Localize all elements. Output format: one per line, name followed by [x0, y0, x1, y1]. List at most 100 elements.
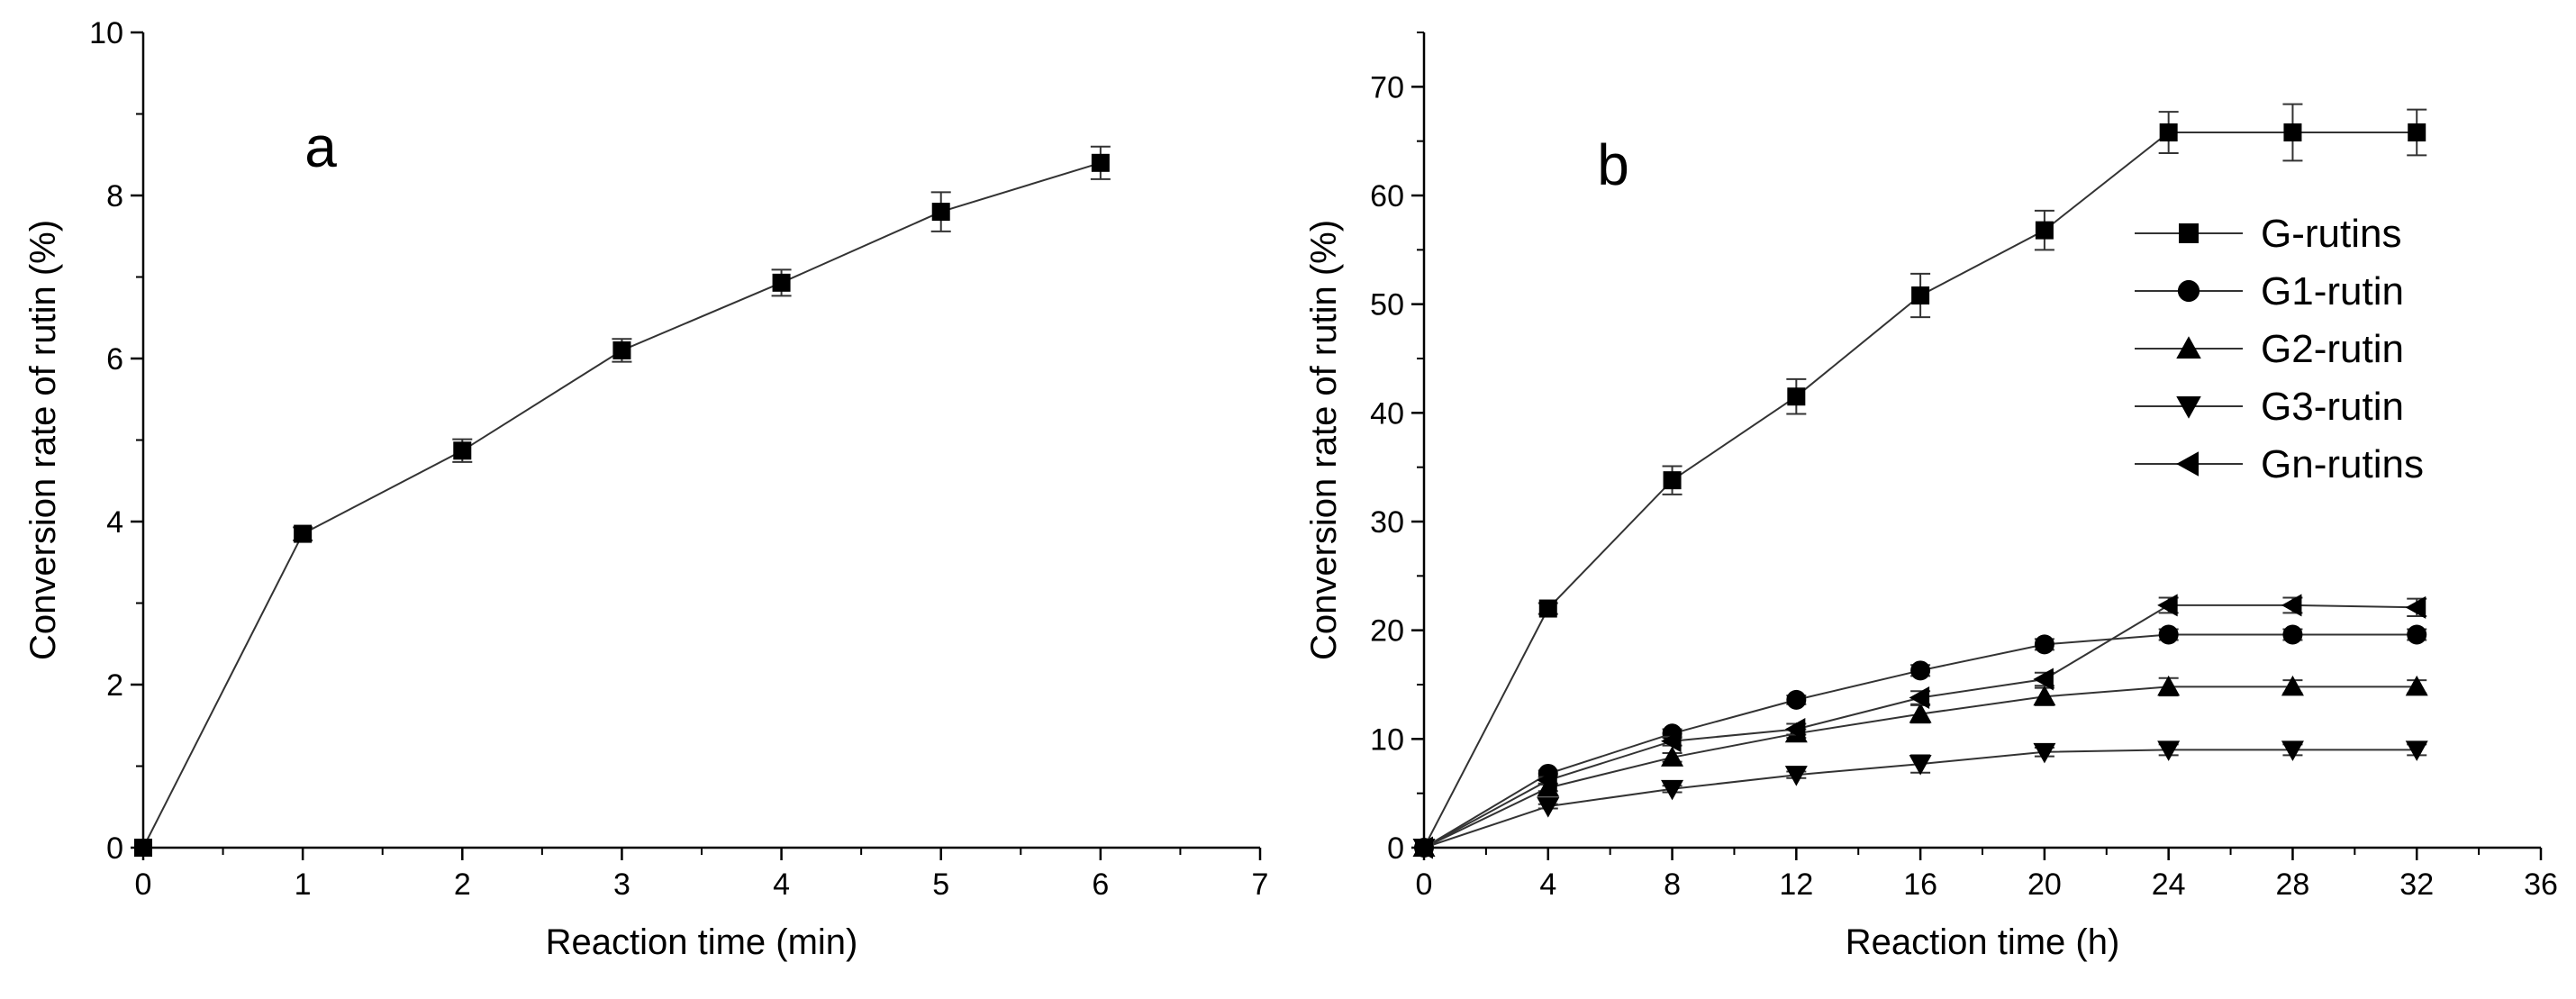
panel-b-y-tick-label-0: 0	[1387, 831, 1404, 866]
panel-b-series-g-rutins-point-7	[2283, 123, 2302, 142]
panel-b-y-tick-label-50: 50	[1370, 288, 1404, 322]
panel-a-x-tick-label-1: 1	[295, 867, 312, 902]
panel-a-x-tick-label-2: 2	[454, 867, 471, 902]
panel-b-series-g2-rutin-point-7	[2281, 675, 2304, 696]
legend-item-g3-rutin: G3-rutin	[2135, 385, 2404, 429]
panel-b-x-tick-label-0: 0	[1416, 867, 1433, 902]
panel-b-series-g-rutins-point-6	[2159, 123, 2178, 142]
panel-a-series-conversion	[134, 145, 1111, 857]
panel-b-series-g2-rutin-point-2	[1661, 746, 1684, 767]
panel-a-x-tick-label-3: 3	[613, 867, 630, 902]
panel-b-series-g2-rutin-point-1	[1537, 776, 1560, 797]
panel-b-series-gn-rutins	[1412, 594, 2427, 859]
panel-a-series-conversion-line	[142, 161, 1102, 849]
panel-b-series-g3-rutin-point-2	[1661, 779, 1684, 801]
panel-b-x-tick-label-28: 28	[2276, 867, 2310, 902]
panel-a-series-conversion-point-0	[134, 839, 152, 857]
legend-item-g2-rutin-marker	[2176, 336, 2201, 359]
panel-b-x-axis-title: Reaction time (h)	[1846, 922, 2120, 962]
panel-b-x-tick-label-16: 16	[1903, 867, 1937, 902]
panel-b-y-tick-label-40: 40	[1370, 396, 1404, 431]
legend-item-g-rutins-label: G-rutins	[2261, 212, 2401, 256]
panel-b-label: b	[1597, 132, 1629, 197]
panel-b-series-g1-rutin-point-3	[1786, 689, 1807, 710]
panel-a-y-axis-title: Conversion rate of rutin (%)	[23, 220, 63, 660]
panel-b-series-g-rutins-point-2	[1663, 471, 1682, 490]
panel-b-series-g3-rutin-point-1	[1537, 797, 1560, 818]
panel-a-y-tick-label-6: 6	[106, 342, 123, 377]
panel-b-chart: 0 4 8 12 16 20 24 28 32 36 0 10 20 30 40 50 60 70 Reaction…	[1304, 32, 2558, 962]
panel-b-y-tick-label-20: 20	[1370, 614, 1404, 649]
panel-b-x-tick-label-32: 32	[2399, 867, 2434, 902]
legend-item-g-rutins: G-rutins	[2135, 212, 2401, 256]
panel-a-chart: 0 1 2 3 4 5 6 7 0 2 4 6 8 10 Reaction time (min) Conver…	[23, 16, 1268, 962]
panel-b-series-gn-rutins-point-2	[1661, 730, 1682, 753]
panel-a-y-tick-label-4: 4	[106, 505, 123, 540]
legend-item-g3-rutin-label: G3-rutin	[2261, 385, 2404, 429]
legend-item-gn-rutins: Gn-rutins	[2135, 442, 2424, 486]
panel-b-y-tick-label-10: 10	[1370, 722, 1404, 757]
panel-b-series-g1-rutin-point-7	[2282, 624, 2303, 645]
panel-b-series-gn-rutins-point-0	[1412, 836, 1433, 859]
panel-b-y-tick-label-60: 60	[1370, 179, 1404, 213]
legend-item-g1-rutin-marker	[2177, 279, 2200, 303]
legend-item-gn-rutins-marker	[2176, 451, 2199, 477]
panel-b-series-g-rutins-point-1	[1538, 599, 1557, 618]
panel-a-x-tick-label-7: 7	[1252, 867, 1269, 902]
legend-item-g2-rutin: G2-rutin	[2135, 327, 2404, 371]
panel-a-series-conversion-point-2	[453, 441, 472, 460]
panel-a-series-conversion-point-3	[612, 341, 631, 359]
panel-b-series-gn-rutins-line	[1423, 604, 2417, 849]
panel-b-x-tick-label-24: 24	[2152, 867, 2186, 902]
panel-b-series-g2-rutin-point-4	[1909, 703, 1932, 723]
panel-b-y-tick-label-70: 70	[1370, 70, 1404, 104]
panel-b-series-gn-rutins-point-8	[2405, 595, 2426, 619]
panel-b-series-g1-rutin-point-6	[2158, 624, 2179, 645]
panel-a-series-conversion-point-5	[931, 203, 950, 222]
panel-b-y-tick-label-30: 30	[1370, 505, 1404, 540]
panel-b-series-g-rutins-point-5	[2035, 221, 2054, 240]
panel-b-series-gn-rutins-point-7	[2281, 594, 2302, 617]
panel-a-x-tick-label-6: 6	[1092, 867, 1109, 902]
panel-a-x-tick-label-4: 4	[773, 867, 790, 902]
legend-item-g1-rutin: G1-rutin	[2135, 269, 2404, 313]
panel-a-x-tick-label-5: 5	[932, 867, 949, 902]
panel-b-series-g2-rutin-point-6	[2157, 675, 2181, 696]
panel-a-y-tick-label-10: 10	[89, 16, 123, 50]
panel-a-x-axis-title: Reaction time (min)	[546, 922, 858, 962]
panel-b-series-g3-rutin-point-6	[2157, 740, 2181, 761]
panel-b-x-tick-label-36: 36	[2524, 867, 2558, 902]
panel-a-series-conversion-point-1	[294, 524, 313, 543]
panel-b-series-g-rutins-point-3	[1787, 387, 1806, 406]
panel-b-legend: G-rutins G1-rutin G2-rutin G3-rutin Gn-rutin…	[2135, 212, 2424, 486]
panel-b-series-g3-rutin-point-4	[1909, 755, 1932, 776]
panel-b-series-g2-rutin	[1412, 675, 2428, 857]
legend-item-g2-rutin-label: G2-rutin	[2261, 327, 2404, 371]
panel-b-x-tick-label-4: 4	[1539, 867, 1556, 902]
panel-b-x-tick-label-12: 12	[1779, 867, 1813, 902]
panel-b-series-g3-rutin-point-3	[1784, 766, 1808, 786]
panel-b-y-axis-title: Conversion rate of rutin (%)	[1304, 220, 1344, 660]
panel-a-y-tick-label-2: 2	[106, 668, 123, 703]
legend-item-g3-rutin-marker	[2176, 396, 2201, 419]
panel-b-series-g1-rutin-point-8	[2407, 624, 2427, 645]
panel-b-x-tick-label-20: 20	[2027, 867, 2062, 902]
panel-b-series-gn-rutins-point-1	[1537, 768, 1557, 792]
panel-a-series-conversion-point-4	[772, 273, 791, 292]
panel-b-series-gn-rutins-point-3	[1784, 717, 1806, 740]
panel-b-series-g-rutins-point-8	[2408, 123, 2426, 142]
panel-a-x-tick-label-0: 0	[135, 867, 152, 902]
panel-a-y-tick-label-8: 8	[106, 179, 123, 213]
panel-b-series-g3-rutin-point-5	[2033, 742, 2056, 764]
panel-b-series-g2-rutin-point-8	[2405, 675, 2428, 696]
panel-a-series-conversion-point-6	[1091, 153, 1110, 172]
panel-a-y-tick-label-0: 0	[106, 831, 123, 866]
panel-b-series-g3-rutin-point-8	[2405, 740, 2428, 761]
panel-b-x-tick-label-8: 8	[1664, 867, 1681, 902]
panel-b-series-g1-rutin	[1414, 624, 2427, 858]
legend-item-g-rutins-marker	[2179, 223, 2199, 243]
panel-b-series-g3-rutin-point-7	[2281, 740, 2304, 761]
panel-b-series-g1-rutin-point-4	[1910, 660, 1931, 681]
